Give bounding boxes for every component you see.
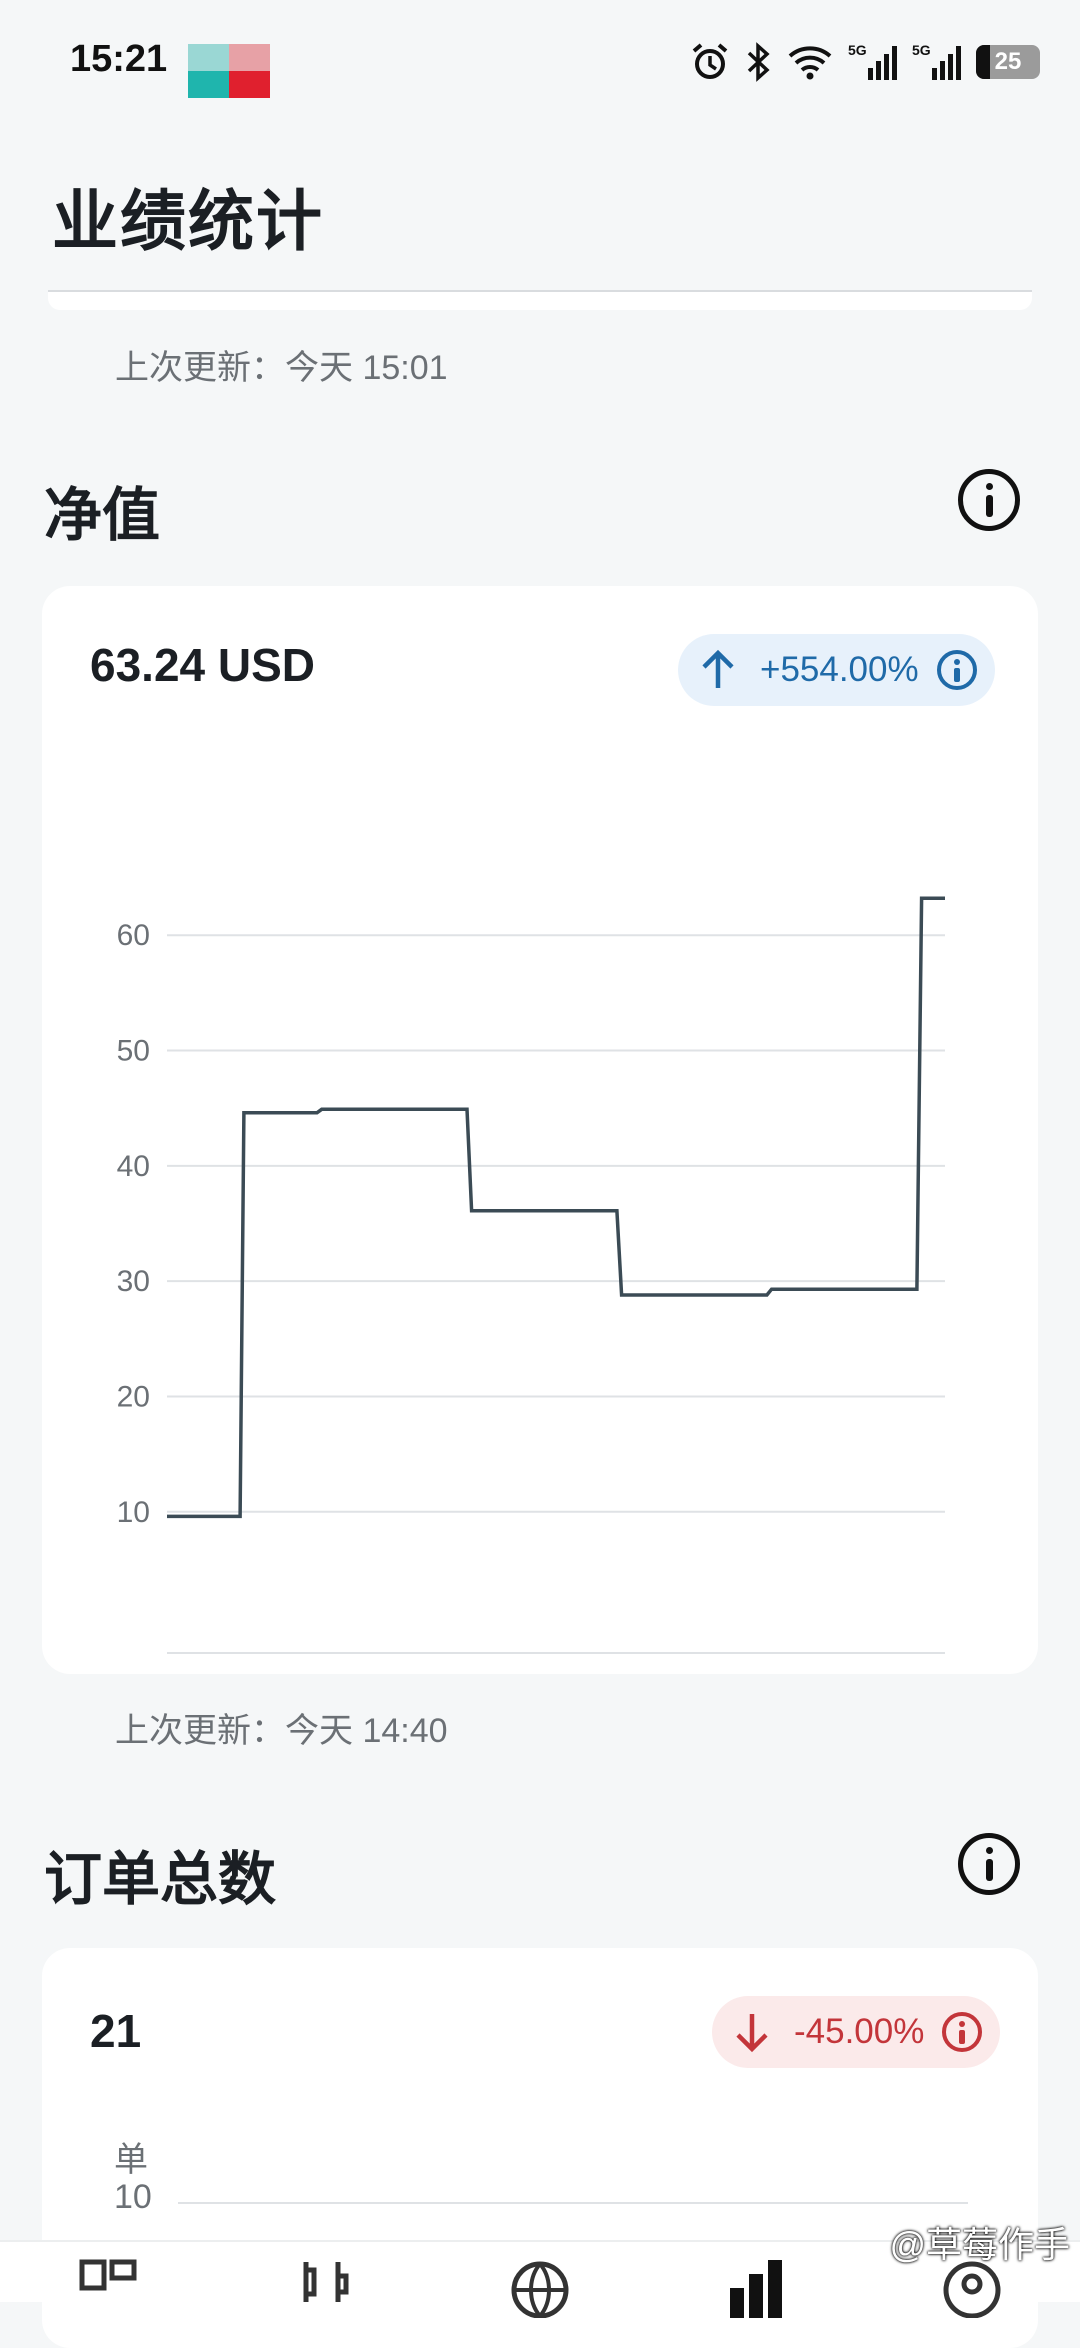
orders-gridline: [178, 2202, 968, 2204]
wifi-icon: [788, 46, 832, 80]
net-value-info-icon[interactable]: [958, 469, 1020, 531]
info-icon: [936, 650, 977, 690]
status-bar: 15:21 5G 5G 25: [0, 0, 1080, 120]
net-value-change: +554.00%: [760, 650, 919, 689]
chart-x-tick-label: 20 9月: [649, 1673, 737, 1674]
battery-level: 25: [994, 48, 1022, 75]
status-time: 15:21: [70, 38, 168, 80]
chart-y-tick-label: 30: [117, 1265, 150, 1298]
net-value-series-line: [167, 896, 945, 1519]
chart-y-tick-label: 20: [117, 1380, 150, 1413]
info-icon: [942, 2012, 983, 2052]
nav-stats-icon[interactable]: [726, 2258, 786, 2318]
alarm-icon: [692, 43, 728, 79]
arrow-up-icon: [702, 649, 734, 688]
chart-y-tick-label: 60: [117, 919, 150, 952]
status-icons: 5G 5G 25: [690, 38, 1040, 86]
chart-x-tick-label: 18 9月: [339, 1673, 427, 1674]
last-updated-net-value: 上次更新：今天 14:40: [115, 1712, 448, 1750]
last-updated-top: 上次更新：今天 15:01: [115, 349, 448, 387]
net-value-chart: 10 20 30 40 50 60 16 9月 18 9月 19 9月 20 9月 21 9月: [117, 896, 945, 1674]
orders-section-title: 订单总数: [44, 1847, 277, 1912]
nav-globe-icon[interactable]: [510, 2258, 570, 2318]
title-divider: [48, 290, 1032, 310]
net-value-section-title: 净值: [44, 483, 161, 548]
signal-5g-icon: 5G: [848, 42, 897, 80]
net-value-amount: 63.24 USD: [90, 639, 316, 691]
orders-change: -45.00%: [794, 2012, 925, 2051]
nav-dashboard-icon[interactable]: [78, 2258, 138, 2318]
app-notification-icon: [188, 44, 270, 98]
orders-change-badge[interactable]: -45.00%: [712, 1996, 1001, 2068]
chart-x-tick-label: 19 9月: [494, 1673, 582, 1674]
svg-text:5G: 5G: [912, 42, 931, 58]
arrow-down-icon: [736, 2014, 768, 2053]
page-title: 业绩统计: [52, 184, 324, 258]
chart-y-tick-label: 40: [117, 1150, 150, 1183]
chart-x-tick-label: 21 9月: [804, 1673, 892, 1674]
net-value-change-badge[interactable]: +554.00%: [678, 634, 995, 706]
bluetooth-icon: [747, 42, 770, 82]
watermark-text: @草莓作手: [889, 2224, 1070, 2265]
orders-count: 21: [90, 2005, 142, 2057]
orders-y-unit: 单: [114, 2141, 148, 2179]
nav-trading-icon[interactable]: [294, 2258, 354, 2318]
battery-icon: 25: [976, 45, 1040, 79]
signal-5g-icon: 5G: [912, 42, 961, 80]
svg-text:5G: 5G: [848, 42, 867, 58]
orders-info-icon[interactable]: [958, 1833, 1020, 1895]
chart-y-tick-label: 50: [117, 1035, 150, 1068]
net-value-card: 63.24 USD +554.00% 10 20 30 40 50 60 16 9月 18 …: [42, 586, 1038, 1674]
chart-x-tick-label: 16 9月: [184, 1673, 272, 1674]
orders-y-tick: 10: [114, 2178, 152, 2216]
chart-y-tick-label: 10: [117, 1496, 150, 1529]
